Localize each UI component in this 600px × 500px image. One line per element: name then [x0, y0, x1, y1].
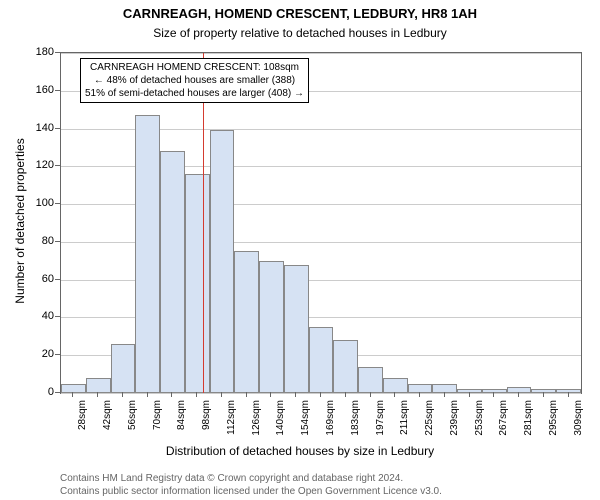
y-tick-mark	[55, 165, 60, 166]
y-tick-mark	[55, 128, 60, 129]
histogram-bar	[333, 340, 358, 393]
x-tick-label: 309sqm	[573, 400, 584, 450]
x-tick-label: 42sqm	[102, 400, 113, 450]
x-tick-mark	[320, 392, 321, 397]
histogram-bar	[556, 389, 581, 393]
y-tick-mark	[55, 392, 60, 393]
plot-area	[60, 52, 582, 394]
y-tick-label: 100	[28, 197, 54, 209]
reference-line	[203, 53, 204, 393]
attribution-line1: Contains HM Land Registry data © Crown c…	[60, 472, 442, 485]
gridline	[61, 393, 581, 394]
x-tick-mark	[493, 392, 494, 397]
x-tick-label: 112sqm	[226, 400, 237, 450]
x-tick-mark	[196, 392, 197, 397]
y-tick-label: 80	[28, 235, 54, 247]
x-tick-mark	[394, 392, 395, 397]
histogram-bar	[111, 344, 136, 393]
histogram-bar	[86, 378, 111, 393]
annotation-line1: CARNREAGH HOMEND CRESCENT: 108sqm	[85, 61, 304, 74]
y-tick-mark	[55, 241, 60, 242]
x-tick-mark	[147, 392, 148, 397]
x-tick-mark	[246, 392, 247, 397]
attribution-line2: Contains public sector information licen…	[60, 485, 442, 498]
x-tick-label: 84sqm	[176, 400, 187, 450]
histogram-bar	[531, 389, 556, 393]
x-tick-label: 169sqm	[325, 400, 336, 450]
histogram-bar	[210, 130, 235, 393]
annotation-line3: 51% of semi-detached houses are larger (…	[85, 87, 304, 100]
y-tick-label: 120	[28, 159, 54, 171]
histogram-bar	[61, 384, 86, 393]
x-tick-mark	[543, 392, 544, 397]
y-tick-mark	[55, 316, 60, 317]
x-tick-label: 70sqm	[152, 400, 163, 450]
x-tick-mark	[370, 392, 371, 397]
chart-subtitle: Size of property relative to detached ho…	[0, 26, 600, 40]
x-tick-label: 211sqm	[399, 400, 410, 450]
x-tick-label: 281sqm	[523, 400, 534, 450]
annotation-line2: ← 48% of detached houses are smaller (38…	[85, 74, 304, 87]
x-tick-mark	[419, 392, 420, 397]
histogram-bar	[309, 327, 334, 393]
y-tick-mark	[55, 279, 60, 280]
x-tick-label: 253sqm	[474, 400, 485, 450]
x-tick-label: 28sqm	[77, 400, 88, 450]
histogram-bar	[185, 174, 210, 393]
y-tick-label: 40	[28, 310, 54, 322]
y-tick-label: 60	[28, 273, 54, 285]
x-tick-label: 225sqm	[424, 400, 435, 450]
histogram-bar	[383, 378, 408, 393]
y-tick-label: 140	[28, 122, 54, 134]
histogram-bar	[284, 265, 309, 393]
histogram-bar	[160, 151, 185, 393]
x-tick-label: 239sqm	[449, 400, 460, 450]
y-tick-label: 0	[28, 386, 54, 398]
x-tick-mark	[295, 392, 296, 397]
attribution-text: Contains HM Land Registry data © Crown c…	[60, 472, 442, 498]
y-tick-mark	[55, 354, 60, 355]
x-tick-mark	[97, 392, 98, 397]
x-tick-mark	[518, 392, 519, 397]
x-tick-label: 183sqm	[350, 400, 361, 450]
y-tick-mark	[55, 52, 60, 53]
x-tick-label: 98sqm	[201, 400, 212, 450]
x-tick-label: 126sqm	[251, 400, 262, 450]
x-tick-label: 56sqm	[127, 400, 138, 450]
x-tick-label: 295sqm	[548, 400, 559, 450]
x-tick-mark	[568, 392, 569, 397]
histogram-bar	[234, 251, 259, 393]
y-tick-mark	[55, 90, 60, 91]
annotation-box: CARNREAGH HOMEND CRESCENT: 108sqm ← 48% …	[80, 58, 309, 103]
x-tick-label: 154sqm	[300, 400, 311, 450]
y-tick-mark	[55, 203, 60, 204]
x-tick-mark	[72, 392, 73, 397]
x-tick-label: 267sqm	[498, 400, 509, 450]
histogram-bar	[135, 115, 160, 393]
x-tick-mark	[444, 392, 445, 397]
x-tick-mark	[221, 392, 222, 397]
x-tick-label: 140sqm	[275, 400, 286, 450]
x-tick-mark	[345, 392, 346, 397]
x-tick-mark	[122, 392, 123, 397]
y-tick-label: 180	[28, 46, 54, 58]
histogram-bar	[358, 367, 383, 393]
x-tick-mark	[171, 392, 172, 397]
gridline	[61, 53, 581, 54]
y-tick-label: 160	[28, 84, 54, 96]
histogram-bar	[457, 389, 482, 393]
y-tick-label: 20	[28, 348, 54, 360]
chart-title: CARNREAGH, HOMEND CRESCENT, LEDBURY, HR8…	[0, 6, 600, 21]
x-tick-label: 197sqm	[375, 400, 386, 450]
x-tick-mark	[469, 392, 470, 397]
histogram-bar	[432, 384, 457, 393]
x-tick-mark	[270, 392, 271, 397]
y-axis-label: Number of detached properties	[13, 121, 27, 321]
chart-container: CARNREAGH, HOMEND CRESCENT, LEDBURY, HR8…	[0, 0, 600, 500]
histogram-bar	[259, 261, 284, 393]
